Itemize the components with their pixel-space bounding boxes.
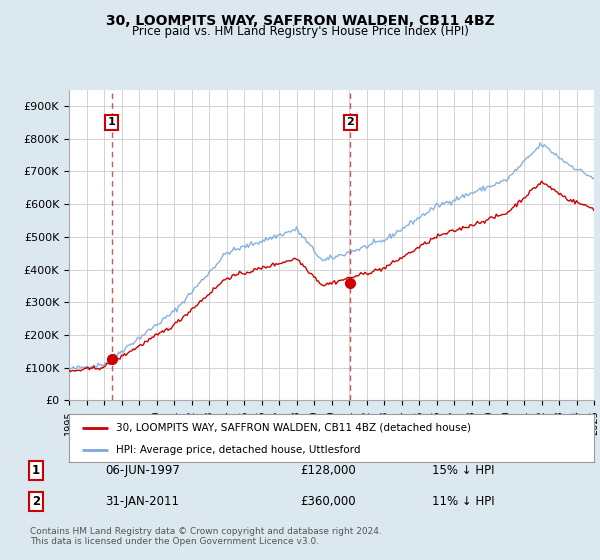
Text: 2: 2 bbox=[347, 117, 354, 127]
Text: 06-JUN-1997: 06-JUN-1997 bbox=[105, 464, 180, 477]
Text: 30, LOOMPITS WAY, SAFFRON WALDEN, CB11 4BZ (detached house): 30, LOOMPITS WAY, SAFFRON WALDEN, CB11 4… bbox=[116, 423, 471, 433]
Text: £360,000: £360,000 bbox=[300, 494, 356, 508]
Text: 1: 1 bbox=[107, 117, 115, 127]
Text: 15% ↓ HPI: 15% ↓ HPI bbox=[432, 464, 494, 477]
Text: 2: 2 bbox=[32, 494, 40, 508]
Text: 31-JAN-2011: 31-JAN-2011 bbox=[105, 494, 179, 508]
Text: 30, LOOMPITS WAY, SAFFRON WALDEN, CB11 4BZ: 30, LOOMPITS WAY, SAFFRON WALDEN, CB11 4… bbox=[106, 14, 494, 28]
Text: Price paid vs. HM Land Registry's House Price Index (HPI): Price paid vs. HM Land Registry's House … bbox=[131, 25, 469, 38]
Text: HPI: Average price, detached house, Uttlesford: HPI: Average price, detached house, Uttl… bbox=[116, 445, 361, 455]
Text: 1: 1 bbox=[32, 464, 40, 477]
Text: £128,000: £128,000 bbox=[300, 464, 356, 477]
Text: Contains HM Land Registry data © Crown copyright and database right 2024.
This d: Contains HM Land Registry data © Crown c… bbox=[30, 526, 382, 546]
Text: 11% ↓ HPI: 11% ↓ HPI bbox=[432, 494, 494, 508]
